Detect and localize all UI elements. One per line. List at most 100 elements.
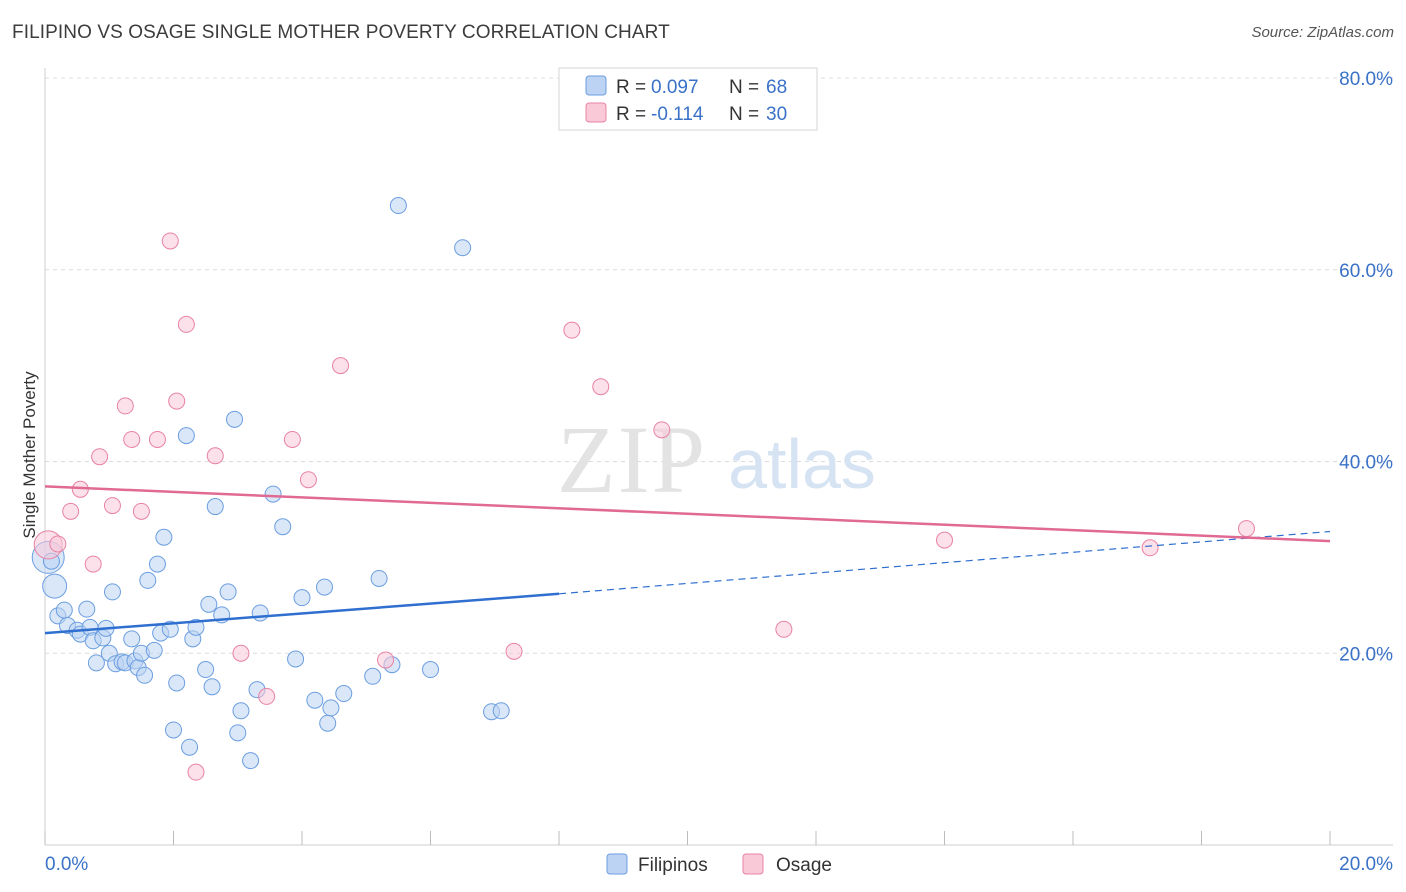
filipinos-point — [155, 528, 173, 546]
filipinos-point — [206, 498, 224, 516]
osage-point — [116, 397, 134, 415]
chart-source: Source: ZipAtlas.com — [1251, 24, 1394, 41]
legend-n-label-filipinos: N = — [729, 77, 759, 98]
osage-point — [123, 430, 141, 448]
legend-n-value-osage: 30 — [766, 104, 787, 125]
data-points — [31, 197, 1255, 781]
legend-r-label-filipinos: R = — [616, 77, 646, 98]
filipinos-point — [454, 239, 472, 257]
filipinos-point — [364, 667, 382, 685]
filipinos-point — [219, 583, 237, 601]
osage-point — [592, 378, 610, 396]
osage-point — [177, 315, 195, 333]
osage-point — [505, 642, 523, 660]
filipinos-point — [306, 691, 324, 709]
filipinos-point — [78, 600, 96, 618]
osage-point — [1141, 539, 1159, 557]
filipinos-point — [42, 573, 68, 599]
filipinos-trend-extension — [558, 530, 1331, 595]
filipinos-point — [226, 410, 244, 428]
chart-title: FILIPINO VS OSAGE SINGLE MOTHER POVERTY … — [12, 22, 670, 43]
osage-point — [161, 232, 179, 250]
x-tick-label: 0.0% — [45, 854, 88, 875]
filipinos-point — [123, 630, 141, 648]
y-tick-label: 80.0% — [1339, 69, 1393, 90]
osage-point — [232, 644, 250, 662]
filipinos-point — [181, 738, 199, 756]
legend-swatch-filipinos — [585, 75, 607, 96]
osage-point — [936, 531, 953, 549]
osage-point — [49, 535, 67, 553]
filipinos-point — [165, 721, 182, 739]
bottom-legend-swatch-filipinos — [606, 853, 628, 875]
watermark-atlas: atlas — [728, 425, 876, 503]
x-tick-label: 20.0% — [1339, 854, 1393, 875]
osage-point — [91, 448, 109, 466]
osage-point — [377, 651, 395, 669]
osage-point — [299, 471, 317, 489]
filipinos-point — [319, 714, 337, 732]
filipinos-point — [136, 666, 154, 684]
stats-legend: R = 0.097 N = 68 R = -0.114 N = 30 — [558, 67, 818, 131]
filipinos-point — [161, 620, 179, 638]
filipinos-trend-line — [44, 592, 560, 635]
osage-point — [283, 430, 301, 448]
filipinos-point — [370, 569, 388, 587]
watermark-zip: ZIP — [557, 406, 707, 513]
osage-point — [206, 447, 224, 465]
bottom-legend-swatch-osage — [742, 853, 764, 875]
filipinos-point — [492, 702, 510, 720]
filipinos-point — [322, 699, 340, 717]
filipinos-point — [203, 678, 221, 696]
legend-r-value-filipinos: 0.097 — [651, 77, 699, 98]
filipinos-point — [335, 685, 353, 703]
filipinos-point — [293, 589, 311, 607]
filipinos-point — [200, 595, 218, 613]
filipinos-point — [287, 650, 305, 668]
bottom-legend-label-osage: Osage — [776, 855, 832, 876]
y-axis-label: Single Mother Poverty — [20, 371, 39, 539]
osage-point — [132, 502, 150, 520]
osage-point — [62, 502, 80, 520]
filipinos-point — [177, 427, 195, 445]
osage-point — [1237, 520, 1255, 538]
bottom-legend-label-filipinos: Filipinos — [638, 855, 708, 876]
osage-point — [258, 687, 276, 705]
filipinos-point — [168, 674, 186, 692]
filipinos-point — [87, 654, 105, 672]
filipinos-point — [422, 661, 439, 679]
y-tick-label: 60.0% — [1339, 261, 1393, 282]
axes — [44, 68, 1393, 846]
series-legend: Filipinos Osage — [606, 853, 832, 876]
osage-point — [653, 421, 671, 439]
osage-point — [103, 497, 121, 515]
filipinos-point — [148, 555, 166, 573]
filipinos-point — [55, 601, 73, 619]
filipinos-point — [139, 571, 157, 589]
filipinos-point — [315, 578, 333, 596]
filipinos-point — [103, 583, 121, 601]
osage-point — [187, 763, 205, 781]
filipinos-point — [389, 197, 407, 215]
osage-point — [168, 392, 186, 410]
legend-n-label-osage: N = — [729, 104, 759, 125]
filipinos-point — [232, 702, 250, 720]
filipinos-point — [145, 641, 163, 659]
y-tick-label: 20.0% — [1339, 644, 1393, 665]
filipinos-point — [187, 618, 205, 636]
filipinos-point — [197, 661, 215, 679]
filipinos-point — [251, 604, 269, 622]
gridlines — [45, 77, 1393, 654]
tick-labels: 20.0% 40.0% 60.0% 80.0% 0.0% 20.0% — [45, 69, 1393, 875]
trend-lines — [44, 485, 1331, 635]
osage-point — [775, 620, 793, 638]
legend-swatch-osage — [585, 102, 607, 123]
legend-r-label-osage: R = — [616, 104, 646, 125]
osage-trend-line — [44, 485, 1331, 543]
y-tick-label: 40.0% — [1339, 453, 1393, 474]
osage-point — [148, 430, 166, 448]
legend-n-value-filipinos: 68 — [766, 77, 787, 98]
filipinos-point — [274, 518, 292, 536]
osage-point — [563, 321, 581, 339]
